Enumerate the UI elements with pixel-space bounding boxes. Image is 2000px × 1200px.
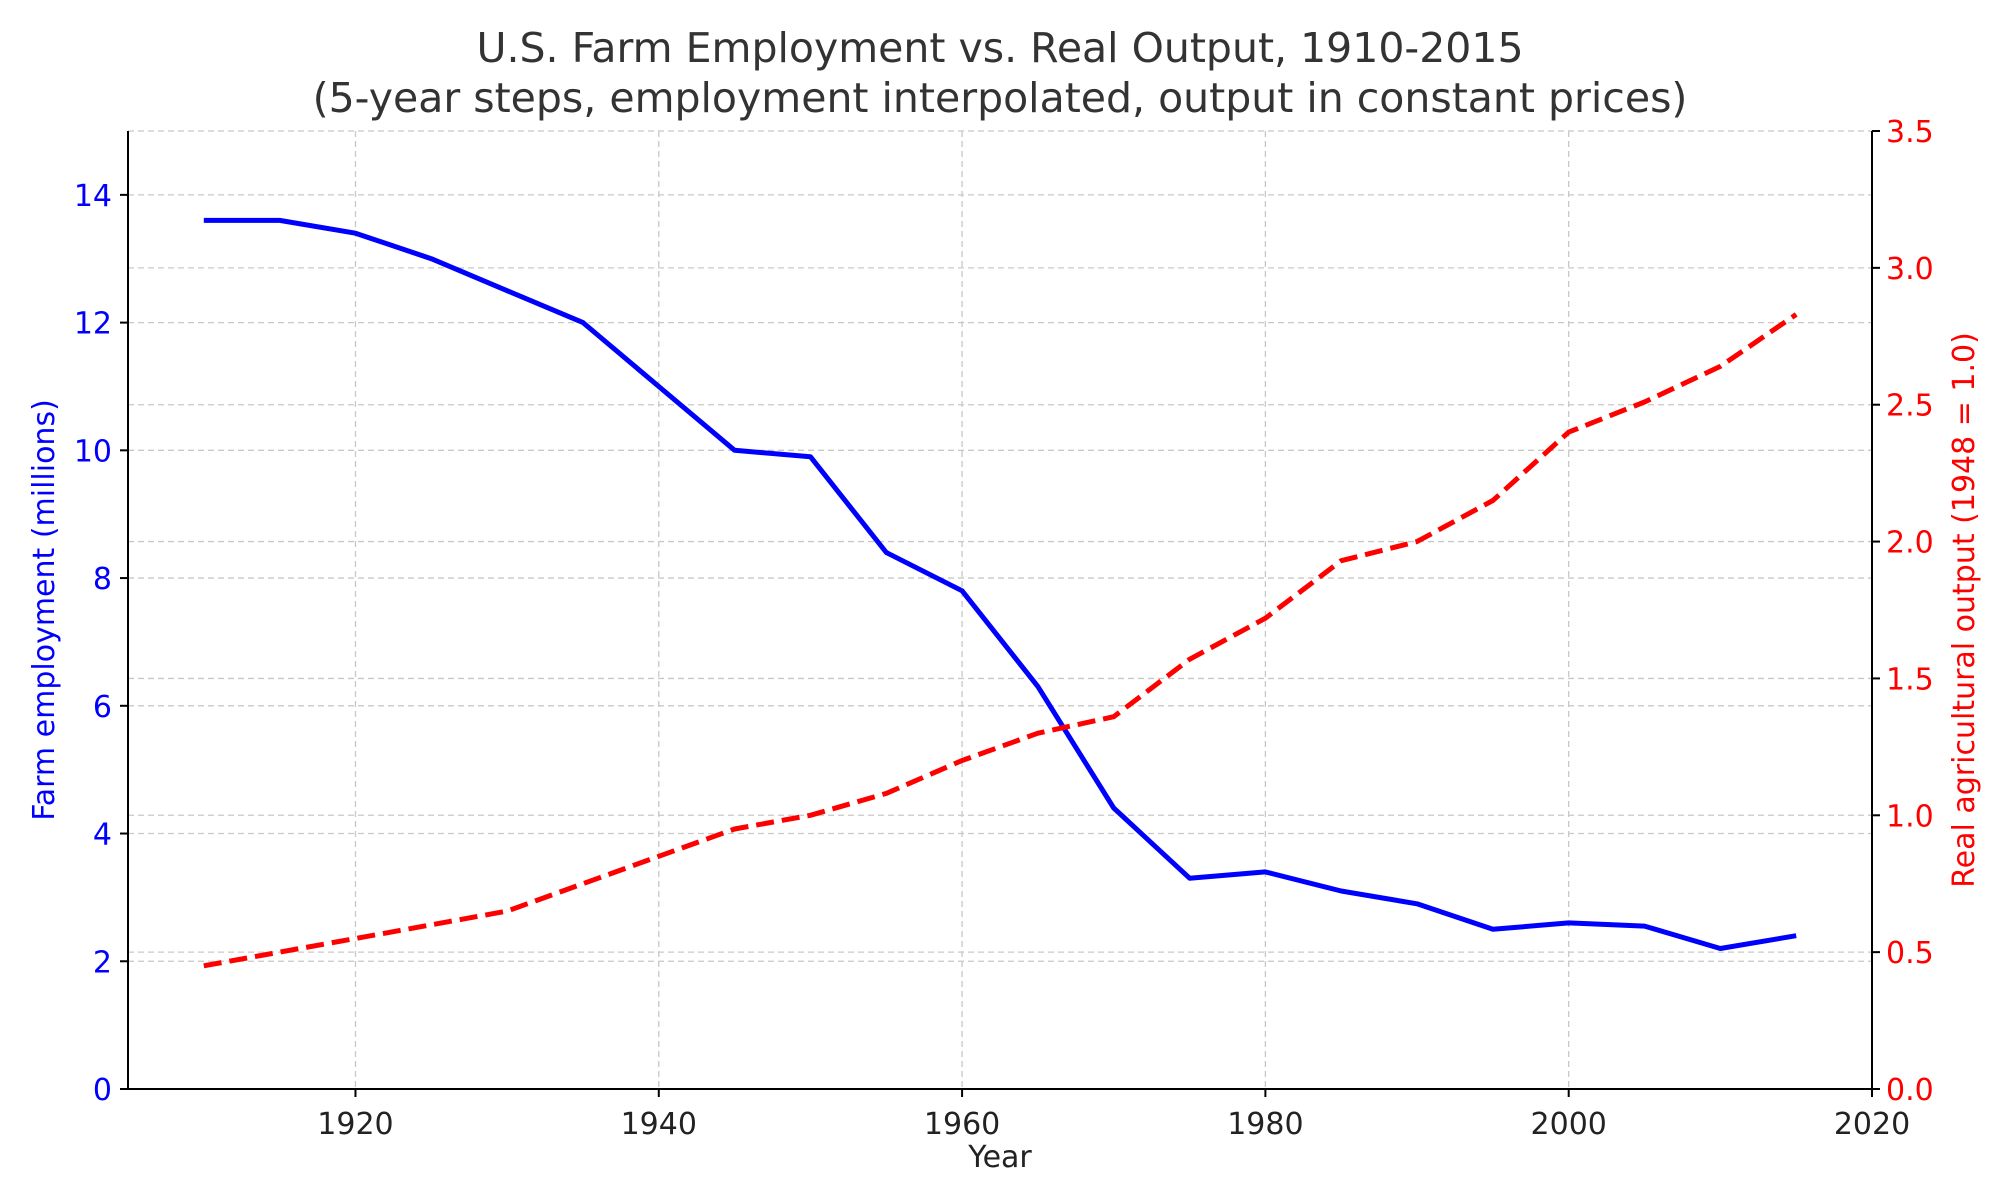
right-y-tick-label: 0.5 xyxy=(1886,936,1934,971)
chart-title: U.S. Farm Employment vs. Real Output, 19… xyxy=(476,24,1523,72)
right-y-tick-label: 2.5 xyxy=(1886,389,1934,424)
chart-subtitle: (5-year steps, employment interpolated, … xyxy=(313,74,1688,122)
x-tick-label: 1940 xyxy=(621,1107,697,1142)
left-y-tick-label: 0 xyxy=(93,1073,112,1108)
left-y-tick-label: 10 xyxy=(74,434,112,469)
right-y-tick-label: 1.5 xyxy=(1886,662,1934,697)
output-series-line xyxy=(203,312,1798,969)
x-tick-label: 2020 xyxy=(1834,1107,1910,1142)
series-lines xyxy=(203,217,1798,969)
right-y-tick-label: 0.0 xyxy=(1886,1073,1934,1108)
right-y-axis-label: Real agricultural output (1948 = 1.0) xyxy=(1947,332,1982,888)
x-tick-label: 1960 xyxy=(924,1107,1000,1142)
grid-lines xyxy=(128,130,1873,1090)
left-y-tick-label: 8 xyxy=(93,562,112,597)
x-axis-label: Year xyxy=(967,1140,1032,1175)
axis-ticks: 1920 1940 1960 1980 2000 2020 0 2 4 6 8 10 12 14 0.0 0.… xyxy=(74,115,1934,1142)
x-tick-label: 1920 xyxy=(317,1107,393,1142)
x-tick-label: 1980 xyxy=(1227,1107,1303,1142)
left-y-tick-label: 4 xyxy=(93,818,112,853)
x-tick-label: 2000 xyxy=(1531,1107,1607,1142)
right-y-tick-label: 1.0 xyxy=(1886,799,1934,834)
left-y-axis-label: Farm employment (millions) xyxy=(27,399,62,821)
right-y-tick-label: 2.0 xyxy=(1886,526,1934,561)
left-y-tick-label: 12 xyxy=(74,307,112,342)
left-y-tick-label: 6 xyxy=(93,690,112,725)
right-y-tick-label: 3.5 xyxy=(1886,115,1934,150)
right-y-tick-label: 3.0 xyxy=(1886,252,1934,287)
employment-series-line xyxy=(203,217,1797,951)
left-y-tick-label: 2 xyxy=(93,945,112,980)
left-y-tick-label: 14 xyxy=(74,179,112,214)
